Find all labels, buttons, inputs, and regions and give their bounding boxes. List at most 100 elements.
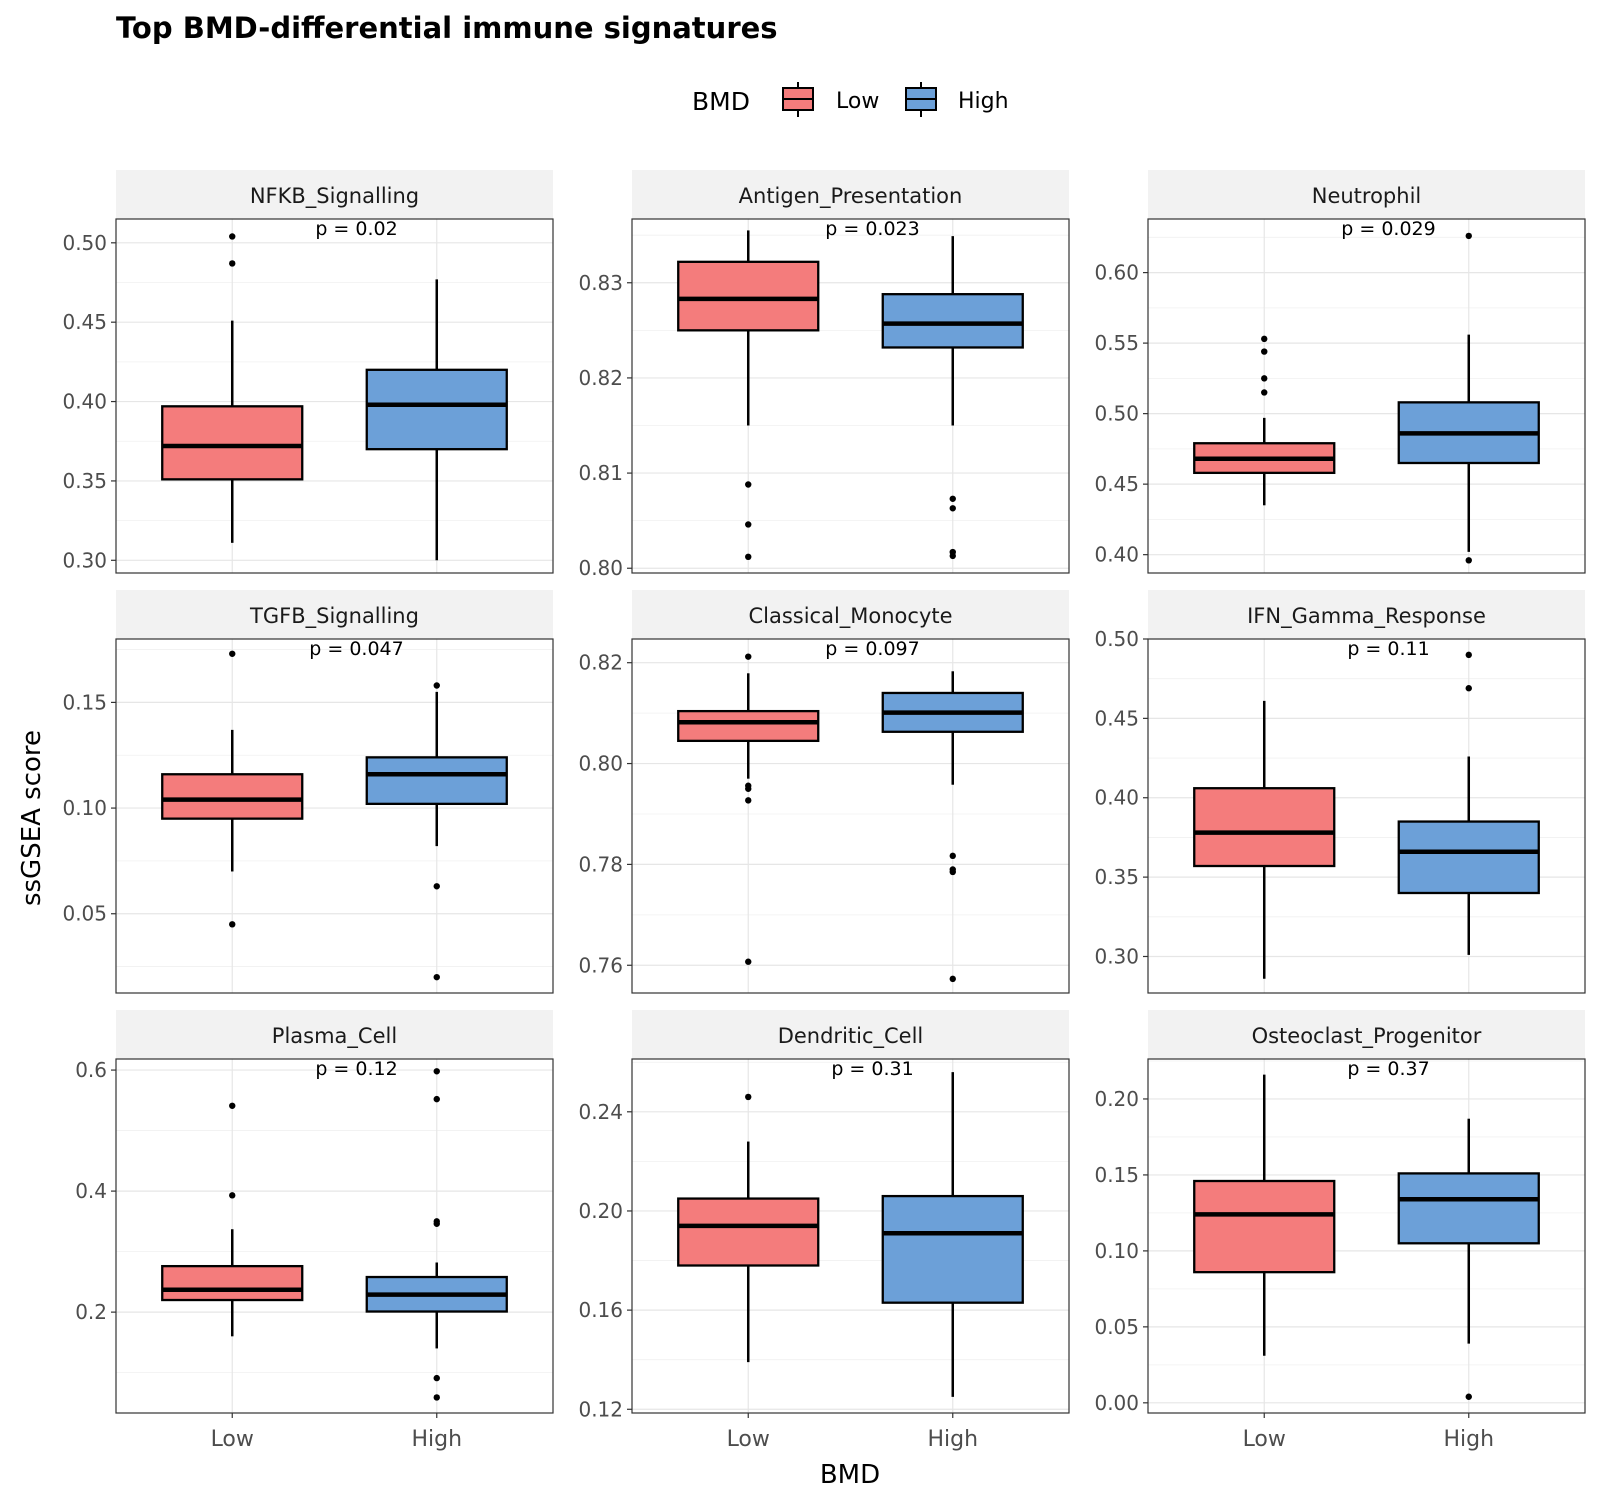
outlier-point <box>1261 375 1268 382</box>
outlier-point <box>949 868 956 876</box>
box-high <box>365 1068 508 1401</box>
x-tick-label: Low <box>211 1427 254 1452</box>
y-tick-label: 0.60 <box>1094 261 1139 285</box>
facet-label: NFKB_Signalling <box>250 184 419 209</box>
y-tick-label: 0.45 <box>1094 706 1139 730</box>
p-value-label: p = 0.097 <box>825 638 919 660</box>
p-value-label: p = 0.023 <box>825 218 919 240</box>
box-low <box>1193 700 1336 979</box>
facet-strip <box>116 1010 553 1059</box>
y-tick-label: 0.6 <box>75 1058 107 1082</box>
y-tick-label: 0.20 <box>578 1199 623 1223</box>
outlier-point <box>433 1095 440 1103</box>
y-tick-label: 0.10 <box>62 796 107 820</box>
y-tick-label: 0.45 <box>1094 472 1139 496</box>
panel-background <box>116 1059 553 1413</box>
outlier-point <box>229 1102 236 1109</box>
panel-border <box>115 218 554 574</box>
outlier-point <box>949 552 956 560</box>
outlier-point <box>229 260 236 267</box>
legend: BMD Low High <box>692 82 1009 117</box>
p-value-label: p = 0.12 <box>315 1058 397 1080</box>
outlier-point <box>949 852 956 860</box>
x-tick-label: Low <box>727 1427 770 1452</box>
facet-label: Neutrophil <box>1312 184 1422 208</box>
y-tick-label: 0.16 <box>578 1298 623 1322</box>
facet-panel: IFN_Gamma_Response 0.30 0.35 0.40 0.45 0.50 p … <box>1094 590 1586 994</box>
y-tick-label: 0.00 <box>1094 1391 1139 1415</box>
legend-label-high: High <box>958 89 1009 114</box>
panel-border <box>115 638 554 994</box>
box-high <box>1397 1118 1540 1400</box>
y-tick-label: 0.55 <box>1094 331 1139 355</box>
y-tick-label: 0.50 <box>1094 402 1139 426</box>
outlier-point <box>745 553 752 561</box>
y-tick-label: 0.40 <box>62 390 107 414</box>
box-iqr <box>881 293 1024 349</box>
facet-panel: Osteoclast_Progenitor 0.00 0.05 0.10 0.15 0.2… <box>1094 1010 1586 1452</box>
y-tick-label: 0.30 <box>1094 944 1139 968</box>
outlier-point <box>433 1394 440 1401</box>
facet-panel: TGFB_Signalling 0.05 0.10 0.15 p = 0.047 <box>62 590 554 994</box>
outlier-point <box>1261 348 1268 355</box>
facet-strip <box>1148 590 1585 639</box>
outlier-point <box>1465 1393 1472 1400</box>
outlier-point <box>229 921 236 928</box>
p-value-label: p = 0.047 <box>309 638 403 660</box>
outlier-point <box>1261 389 1268 396</box>
box-low <box>1193 1074 1336 1356</box>
facet-label: Osteoclast_Progenitor <box>1252 1024 1482 1049</box>
box-iqr <box>161 405 304 481</box>
box-high <box>881 236 1024 560</box>
box-iqr <box>1397 1172 1540 1245</box>
y-tick-label: 0.45 <box>62 310 107 334</box>
panel-border <box>1147 638 1586 994</box>
box-low <box>161 650 304 928</box>
outlier-point <box>745 797 752 804</box>
box-high <box>1397 651 1540 955</box>
box-low <box>677 653 820 965</box>
box-iqr <box>365 368 508 451</box>
facet-label: Dendritic_Cell <box>778 1024 924 1049</box>
panel-border <box>631 218 1070 574</box>
outlier-point <box>1465 651 1472 659</box>
box-low <box>1193 335 1336 506</box>
y-tick-label: 0.82 <box>578 651 623 675</box>
outlier-point <box>949 495 956 502</box>
facet-label: Antigen_Presentation <box>739 184 963 209</box>
outlier-point <box>745 785 752 792</box>
panel-border <box>631 1058 1070 1414</box>
box-iqr <box>677 1197 820 1267</box>
outlier-point <box>229 233 236 240</box>
facet-panel: Neutrophil 0.40 0.45 0.50 0.55 0.60 p = 0.029 <box>1094 170 1586 574</box>
outlier-point <box>433 682 440 689</box>
panel-border <box>631 638 1070 994</box>
box-high <box>365 682 508 981</box>
facet-panel: Plasma_Cell 0.2 0.4 0.6 p = 0.12 Low High <box>75 1010 554 1452</box>
p-value-label: p = 0.37 <box>1347 1058 1429 1080</box>
facet-panel: Dendritic_Cell 0.12 0.16 0.20 0.24 p = 0.31 Lo… <box>578 1010 1070 1452</box>
facet-label: TGFB_Signalling <box>249 604 419 629</box>
box-iqr <box>881 1194 1024 1304</box>
outlier-point <box>1465 232 1472 240</box>
box-high <box>881 671 1024 983</box>
outlier-point <box>433 1220 440 1227</box>
outlier-point <box>1465 685 1472 692</box>
box-low <box>677 230 820 561</box>
outlier-point <box>745 1093 752 1101</box>
outlier-point <box>1261 335 1268 343</box>
facet-strip <box>632 590 1069 639</box>
y-tick-label: 0.78 <box>578 852 623 876</box>
box-iqr <box>1193 1179 1336 1274</box>
y-tick-label: 0.80 <box>578 556 623 580</box>
outlier-point <box>745 481 752 488</box>
facet-label: Plasma_Cell <box>272 1024 397 1049</box>
outlier-point <box>433 1374 440 1382</box>
facet-strip <box>632 170 1069 219</box>
facet-strip <box>632 1010 1069 1059</box>
y-axis-title: ssGSEA score <box>17 730 47 906</box>
outlier-point <box>949 505 956 512</box>
y-tick-label: 0.35 <box>1094 865 1139 889</box>
y-tick-label: 0.05 <box>1094 1315 1139 1339</box>
